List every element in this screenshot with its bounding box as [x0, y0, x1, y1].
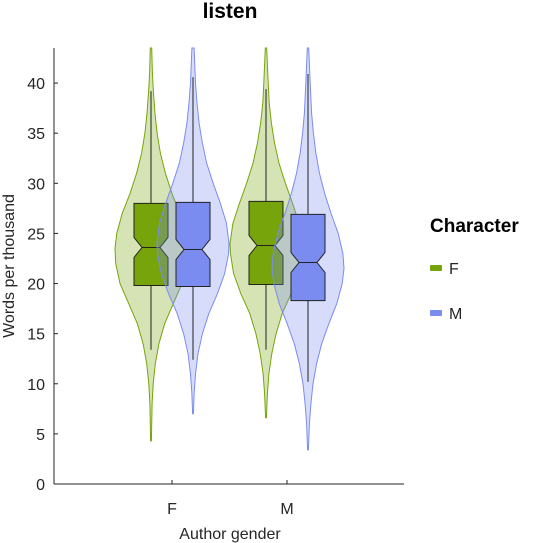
legend: Character F M: [430, 216, 519, 323]
box-m-m: [290, 213, 326, 302]
legend-swatch-m: [430, 310, 442, 316]
y-tick-label: 0: [36, 477, 45, 494]
chart-title: listen: [203, 0, 258, 23]
y-tick-label: 40: [27, 76, 45, 93]
y-tick-label: 25: [27, 226, 45, 243]
y-tick-label: 20: [27, 277, 45, 294]
x-tick-label: F: [167, 501, 177, 518]
x-tick-label: M: [280, 501, 293, 518]
box-m-f: [175, 201, 211, 287]
y-tick-label: 5: [36, 427, 45, 444]
y-tick-label: 10: [27, 377, 45, 394]
y-tick-label: 30: [27, 176, 45, 193]
legend-swatch-f: [430, 265, 442, 271]
y-tick-label: 15: [27, 327, 45, 344]
y-tick-label: 35: [27, 126, 45, 143]
legend-title: Character: [430, 216, 519, 237]
x-axis-label: Author gender: [179, 526, 281, 543]
y-axis-label: Words per thousand: [1, 194, 18, 338]
plot-area: [114, 47, 345, 451]
axes: 0 5 10 15 20 25 30 35 40 F M: [27, 48, 404, 518]
legend-label-f: F: [449, 261, 459, 278]
box-f-m: [248, 200, 284, 285]
legend-label-m: M: [449, 306, 462, 323]
